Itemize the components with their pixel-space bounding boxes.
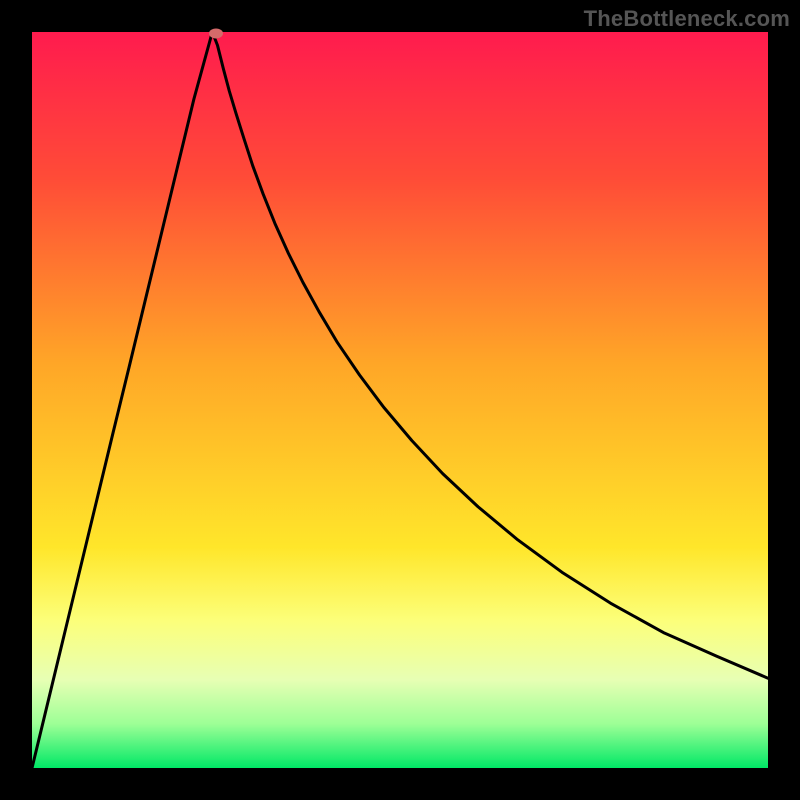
chart-frame: { "watermark": { "text": "TheBottleneck.… [0,0,800,800]
minimum-marker [209,28,223,38]
bottleneck-chart [0,0,800,800]
watermark-text: TheBottleneck.com [584,6,790,32]
plot-background [32,32,768,768]
